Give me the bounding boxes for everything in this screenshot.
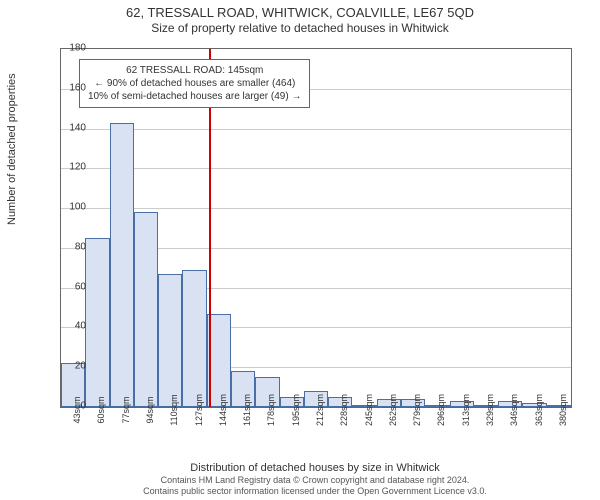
x-tick: 262sqm (388, 394, 398, 426)
y-tick: 60 (46, 281, 86, 292)
x-tick: 380sqm (558, 394, 568, 426)
x-tick: 313sqm (461, 394, 471, 426)
y-tick: 160 (46, 82, 86, 93)
x-tick: 127sqm (194, 394, 204, 426)
y-tick: 80 (46, 241, 86, 252)
histogram-bar (85, 238, 109, 407)
x-tick: 43sqm (72, 396, 82, 423)
x-tick: 228sqm (339, 394, 349, 426)
annotation-line-1: 62 TRESSALL ROAD: 145sqm (126, 65, 263, 76)
y-tick: 180 (46, 43, 86, 54)
footer-line-1: Contains HM Land Registry data © Crown c… (161, 475, 470, 485)
y-axis-label: Number of detached properties (6, 73, 18, 225)
annotation-box: 62 TRESSALL ROAD: 145sqm ← 90% of detache… (79, 59, 310, 108)
y-tick: 20 (46, 361, 86, 372)
chart-subtitle: Size of property relative to detached ho… (0, 20, 600, 35)
x-tick: 346sqm (509, 394, 519, 426)
chart-title: 62, TRESSALL ROAD, WHITWICK, COALVILLE, … (0, 0, 600, 20)
chart-container: 62, TRESSALL ROAD, WHITWICK, COALVILLE, … (0, 0, 600, 500)
footer-text: Contains HM Land Registry data © Crown c… (60, 475, 570, 500)
x-tick: 195sqm (291, 394, 301, 426)
y-tick: 100 (46, 202, 86, 213)
x-tick: 363sqm (534, 394, 544, 426)
x-tick: 212sqm (315, 394, 325, 426)
footer-line-2: Contains public sector information licen… (143, 486, 487, 496)
annotation-line-2: ← 90% of detached houses are smaller (46… (94, 78, 295, 89)
y-tick: 140 (46, 122, 86, 133)
x-tick: 60sqm (96, 396, 106, 423)
x-tick: 245sqm (364, 394, 374, 426)
x-tick: 144sqm (218, 394, 228, 426)
x-tick: 329sqm (485, 394, 495, 426)
y-tick: 120 (46, 162, 86, 173)
x-tick: 178sqm (266, 394, 276, 426)
y-tick: 40 (46, 321, 86, 332)
grid-line (61, 168, 571, 169)
annotation-line-3: 10% of semi-detached houses are larger (… (88, 91, 301, 102)
histogram-bar (158, 274, 182, 407)
histogram-bar (134, 212, 158, 407)
histogram-bar (110, 123, 134, 407)
x-tick: 296sqm (436, 394, 446, 426)
grid-line (61, 208, 571, 209)
x-tick: 279sqm (412, 394, 422, 426)
plot-area: 62 TRESSALL ROAD: 145sqm ← 90% of detache… (60, 48, 572, 408)
x-tick: 161sqm (242, 394, 252, 426)
x-tick: 94sqm (145, 396, 155, 423)
histogram-bar (182, 270, 206, 407)
x-tick: 77sqm (121, 396, 131, 423)
x-tick: 110sqm (169, 394, 179, 425)
x-axis-label: Distribution of detached houses by size … (60, 462, 570, 474)
grid-line (61, 129, 571, 130)
